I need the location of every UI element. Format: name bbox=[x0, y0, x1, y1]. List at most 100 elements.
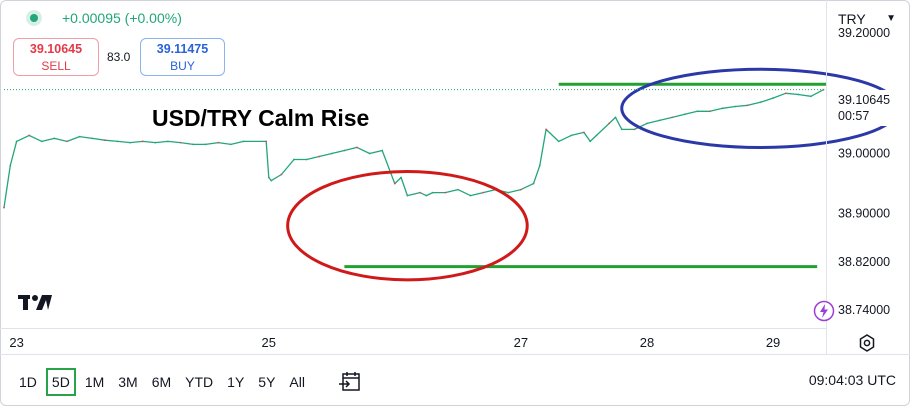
price-point bbox=[242, 140, 245, 143]
price-point bbox=[658, 119, 661, 122]
price-point bbox=[683, 113, 686, 116]
sell-label: SELL bbox=[41, 59, 71, 73]
settings-gear-icon[interactable] bbox=[857, 333, 877, 353]
price-point bbox=[381, 149, 384, 152]
price-point bbox=[406, 194, 409, 197]
price-point bbox=[280, 173, 283, 176]
consolidation-ellipse[interactable] bbox=[286, 170, 529, 282]
y-tick-label: 39.20000 bbox=[838, 26, 890, 40]
price-point bbox=[267, 176, 270, 179]
price-point bbox=[608, 122, 611, 125]
x-tick-label: 25 bbox=[262, 335, 276, 350]
price-point bbox=[419, 191, 421, 194]
ellipse-layer bbox=[286, 67, 901, 282]
y-tick-label: 39.00000 bbox=[838, 146, 890, 160]
price-point bbox=[589, 140, 592, 143]
price-point bbox=[614, 116, 617, 119]
timeframe-5y[interactable]: 5Y bbox=[258, 374, 276, 390]
price-point bbox=[318, 155, 321, 158]
price-point bbox=[709, 110, 711, 113]
buy-button[interactable]: 39.11475 BUY bbox=[140, 38, 225, 76]
price-point bbox=[457, 188, 459, 191]
timeframe-3m[interactable]: 3M bbox=[118, 374, 138, 390]
price-point bbox=[9, 164, 12, 167]
price-point bbox=[469, 194, 472, 197]
chart-title: USD/TRY Calm Rise bbox=[152, 105, 369, 131]
utc-clock[interactable]: 09:04:03 UTC bbox=[808, 372, 896, 388]
timeframe-1d[interactable]: 1D bbox=[19, 374, 37, 390]
price-point bbox=[368, 152, 371, 155]
timeframe-ytd[interactable]: YTD bbox=[185, 374, 214, 390]
price-point bbox=[633, 128, 636, 131]
y-tick-layer: 39.20000 39.00000 38.90000 38.82000 38.74000 bbox=[838, 26, 890, 317]
price-point bbox=[129, 141, 132, 144]
price-point bbox=[78, 135, 81, 138]
price-point bbox=[3, 206, 5, 209]
timeframe-1y[interactable]: 1Y bbox=[227, 374, 245, 390]
price-point bbox=[192, 143, 195, 146]
price-point bbox=[28, 134, 31, 137]
price-point bbox=[595, 134, 598, 137]
tradingview-logo-icon[interactable] bbox=[18, 292, 54, 312]
price-point bbox=[265, 140, 268, 143]
price-change: +0.00095 (+0.00%) bbox=[62, 10, 182, 26]
price-point bbox=[293, 158, 295, 161]
price-point bbox=[40, 140, 43, 143]
timeframe-5d[interactable]: 5D bbox=[45, 368, 76, 396]
horizontal-line-layer bbox=[344, 82, 826, 269]
price-point bbox=[431, 191, 434, 194]
price-point bbox=[204, 143, 207, 146]
price-point bbox=[583, 131, 585, 134]
price-point bbox=[425, 194, 428, 197]
toolbar-separator bbox=[0, 354, 910, 355]
y-tick-label: 38.74000 bbox=[838, 303, 890, 317]
buy-label: BUY bbox=[170, 59, 195, 73]
compare-calendar-icon[interactable] bbox=[338, 370, 362, 394]
timeframe-1m[interactable]: 1M bbox=[84, 374, 105, 390]
currency-label: TRY bbox=[838, 11, 866, 27]
currency-select[interactable]: TRY ▼ bbox=[832, 6, 904, 32]
chevron-down-icon: ▼ bbox=[886, 13, 896, 24]
price-point bbox=[270, 179, 273, 182]
price-point bbox=[482, 191, 484, 194]
sell-price: 39.10645 bbox=[29, 42, 83, 56]
x-tick-label: 27 bbox=[514, 335, 528, 350]
price-point bbox=[797, 93, 800, 96]
price-point bbox=[721, 107, 724, 110]
price-point bbox=[167, 140, 169, 143]
timeframe-6m[interactable]: 6M bbox=[151, 374, 172, 390]
y-tick-label: 38.90000 bbox=[838, 207, 890, 221]
price-point bbox=[393, 182, 396, 185]
price-point bbox=[330, 152, 333, 155]
price-point bbox=[671, 116, 674, 119]
x-tick-label: 28 bbox=[640, 335, 654, 350]
spread-value: 83.0 bbox=[107, 50, 131, 64]
price-point bbox=[154, 141, 157, 144]
price-axis-separator bbox=[826, 0, 827, 354]
price-point bbox=[538, 164, 541, 167]
sell-button[interactable]: 39.10645 SELL bbox=[13, 38, 99, 76]
price-point bbox=[520, 188, 522, 191]
price-point bbox=[570, 134, 573, 137]
lightning-icon[interactable] bbox=[813, 300, 835, 322]
price-point bbox=[810, 95, 812, 98]
price-point bbox=[217, 141, 220, 144]
price-point bbox=[141, 140, 144, 143]
price-point bbox=[116, 140, 119, 143]
price-point bbox=[356, 146, 358, 149]
price-point bbox=[772, 97, 774, 99]
price-point bbox=[557, 140, 560, 143]
last-price-value: 39.10645 bbox=[838, 93, 891, 107]
timeframe-all[interactable]: All bbox=[289, 374, 305, 390]
price-point bbox=[545, 128, 547, 131]
price-point bbox=[104, 139, 106, 142]
time-axis-separator bbox=[0, 328, 827, 329]
x-tick-layer: 23 25 27 28 29 bbox=[9, 335, 780, 350]
y-tick-label: 38.82000 bbox=[838, 255, 890, 269]
bar-countdown: 00:57 bbox=[838, 109, 870, 123]
price-point bbox=[400, 176, 402, 179]
x-tick-label: 23 bbox=[9, 335, 23, 350]
timeframe-toolbar: 1D 5D 1M 3M 6M YTD 1Y 5Y All bbox=[14, 368, 314, 396]
price-point bbox=[646, 122, 648, 125]
